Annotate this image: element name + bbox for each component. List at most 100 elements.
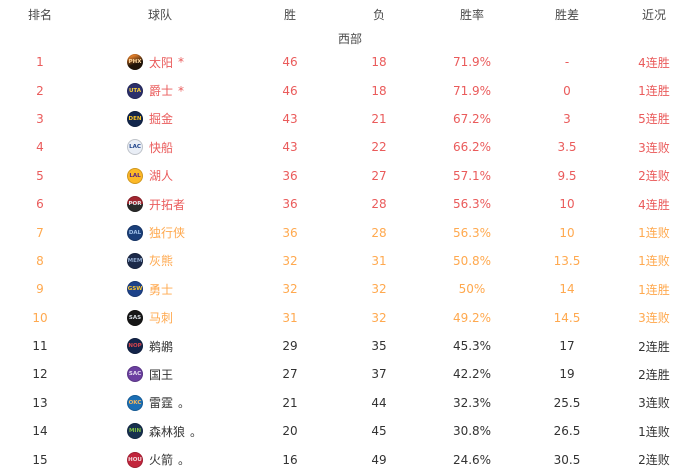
wins-value: 32 — [282, 253, 298, 268]
team-cell: GSW 勇士 — [80, 281, 240, 298]
rank-value: 9 — [36, 282, 44, 297]
team-status-marker: * — [178, 83, 185, 98]
team-name[interactable]: 森林狼 — [149, 424, 186, 439]
team-logo-icon: LAL — [127, 167, 143, 184]
table-row: 7 DAL 独行侠 36 28 56.3% 10 1连败 — [0, 218, 700, 246]
team-name[interactable]: 灰熊 — [149, 254, 174, 269]
win-pct-value: 71.9% — [452, 83, 492, 98]
games-behind-value: 10 — [559, 197, 575, 212]
team-logo-icon: NOP — [127, 338, 143, 355]
team-cell: DAL 独行侠 — [80, 224, 240, 241]
losses-value: 32 — [371, 282, 387, 297]
team-logo-icon: DEN — [127, 110, 143, 127]
wins-value: 31 — [282, 310, 298, 325]
table-row: 5 LAL 湖人 36 27 57.1% 9.5 2连败 — [0, 162, 700, 190]
table-row: 8 MEM 灰熊 32 31 50.8% 13.5 1连败 — [0, 247, 700, 275]
team-logo-icon: GSW — [127, 281, 143, 298]
team-cell: POR 开拓者 — [80, 196, 240, 213]
games-behind-value: 19 — [559, 367, 575, 382]
team-status-marker: 。 — [178, 453, 191, 468]
team-status-marker: 。 — [190, 424, 203, 439]
team-name[interactable]: 独行侠 — [149, 226, 186, 241]
table-row: 6 POR 开拓者 36 28 56.3% 10 4连胜 — [0, 190, 700, 218]
rank-value: 15 — [32, 452, 48, 467]
losses-value: 18 — [371, 83, 387, 98]
wins-value: 16 — [282, 452, 298, 467]
team-cell: NOP 鹈鹕 — [80, 338, 240, 355]
streak-value: 1连胜 — [638, 84, 670, 99]
team-cell: HOU 火箭 。 — [80, 451, 240, 468]
team-name[interactable]: 湖人 — [149, 169, 174, 184]
win-pct-value: 50% — [458, 282, 486, 297]
team-name[interactable]: 开拓者 — [149, 197, 186, 212]
rank-value: 12 — [32, 367, 48, 382]
team-name[interactable]: 雷霆 — [149, 396, 174, 411]
col-header-rank: 排名 — [27, 7, 52, 22]
team-logo-icon: POR — [127, 196, 143, 213]
wins-value: 32 — [282, 282, 298, 297]
win-pct-value: 56.3% — [452, 197, 492, 212]
team-cell: OKC 雷霆 。 — [80, 394, 240, 411]
streak-value: 4连胜 — [638, 55, 670, 70]
streak-value: 3连败 — [638, 396, 670, 411]
losses-value: 44 — [371, 395, 387, 410]
team-name[interactable]: 火箭 — [149, 453, 174, 468]
losses-value: 31 — [371, 253, 387, 268]
win-pct-value: 50.8% — [452, 253, 492, 268]
team-name[interactable]: 马刺 — [149, 311, 174, 326]
team-cell: UTA 爵士 * — [80, 82, 240, 99]
streak-value: 2连胜 — [638, 367, 670, 382]
team-name[interactable]: 太阳 — [149, 55, 174, 70]
team-name[interactable]: 掘金 — [149, 112, 174, 127]
table-row: 3 DEN 掘金 43 21 67.2% 3 5连胜 — [0, 105, 700, 133]
team-logo-icon: DAL — [127, 224, 143, 241]
standings-body: 1 PHX 太阳 * 46 18 71.9% - 4连胜 2 UTA 爵士 * … — [0, 48, 700, 474]
team-logo-icon: HOU — [127, 451, 143, 468]
losses-value: 35 — [371, 339, 387, 354]
col-header-team: 球队 — [147, 7, 172, 22]
streak-value: 3连败 — [638, 140, 670, 155]
table-row: 15 HOU 火箭 。 16 49 24.6% 30.5 2连败 — [0, 445, 700, 473]
games-behind-value: 13.5 — [553, 253, 581, 268]
col-header-gb: 胜差 — [554, 7, 579, 22]
table-row: 12 SAC 国王 27 37 42.2% 19 2连胜 — [0, 360, 700, 388]
team-logo-icon: SAS — [127, 309, 143, 326]
team-name[interactable]: 勇士 — [149, 282, 174, 297]
rank-value: 13 — [32, 395, 48, 410]
rank-value: 6 — [36, 197, 44, 212]
team-logo-icon: MEM — [127, 252, 143, 269]
losses-value: 28 — [371, 197, 387, 212]
rank-value: 8 — [36, 253, 44, 268]
win-pct-value: 30.8% — [452, 424, 492, 439]
rank-value: 2 — [36, 83, 44, 98]
streak-value: 1连败 — [638, 226, 670, 241]
team-name[interactable]: 爵士 — [149, 84, 174, 99]
games-behind-value: - — [564, 55, 570, 70]
streak-value: 1连败 — [638, 424, 670, 439]
losses-value: 18 — [371, 55, 387, 70]
win-pct-value: 45.3% — [452, 339, 492, 354]
win-pct-value: 32.3% — [452, 395, 492, 410]
wins-value: 46 — [282, 83, 298, 98]
losses-value: 49 — [371, 452, 387, 467]
team-logo-icon: MIN — [127, 423, 143, 440]
games-behind-value: 3.5 — [557, 140, 577, 155]
streak-value: 2连败 — [638, 453, 670, 468]
losses-value: 37 — [371, 367, 387, 382]
rank-value: 4 — [36, 140, 44, 155]
wins-value: 21 — [282, 395, 298, 410]
conference-label: 西部 — [337, 31, 362, 46]
team-name[interactable]: 国王 — [149, 367, 174, 382]
losses-value: 22 — [371, 140, 387, 155]
streak-value: 5连胜 — [638, 112, 670, 127]
win-pct-value: 57.1% — [452, 168, 492, 183]
team-logo-icon: PHX — [127, 54, 143, 71]
streak-value: 2连败 — [638, 169, 670, 184]
team-name[interactable]: 鹈鹕 — [149, 339, 174, 354]
streak-value: 4连胜 — [638, 197, 670, 212]
team-name[interactable]: 快船 — [149, 140, 174, 155]
rank-value: 1 — [36, 55, 44, 70]
streak-value: 3连败 — [638, 311, 670, 326]
rank-value: 14 — [32, 424, 48, 439]
